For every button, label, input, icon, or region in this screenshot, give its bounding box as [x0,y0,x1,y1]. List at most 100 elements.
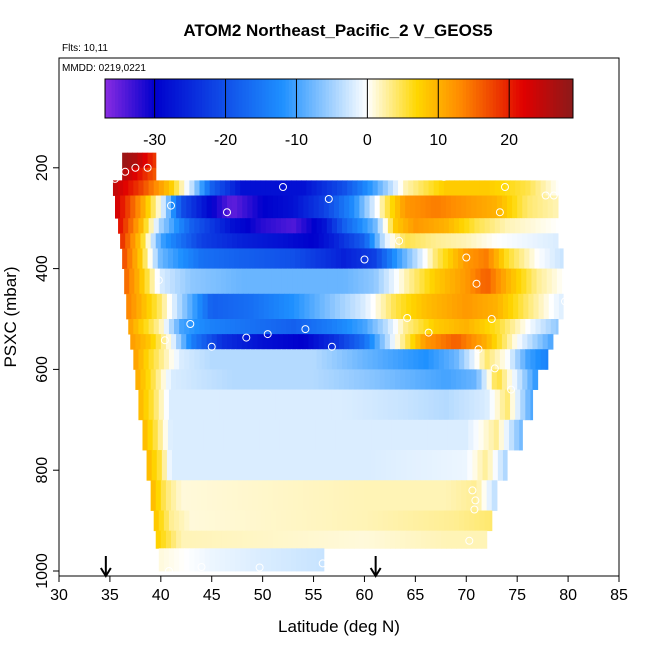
heat-cell-b8 [268,293,275,320]
heat-cell-b7 [241,268,247,295]
heat-cell-b15 [477,450,484,481]
heat-cell-b10 [221,334,228,350]
plot-frame [58,57,620,577]
heat-cell-b10 [496,334,503,350]
heat-cell-b16 [369,480,376,511]
heat-cell-b19 [240,548,246,572]
heat-cell-b16 [410,480,416,511]
heat-cell-b14 [249,419,256,451]
heat-cell-b16 [435,480,442,511]
heat-cell-b3 [232,195,238,219]
heat-cell-b8 [508,293,514,320]
heat-cell-b4 [235,218,241,234]
heat-cell-b4 [535,218,542,234]
heat-cell-b2 [133,180,140,196]
heat-cell-b6 [290,248,296,269]
y-tick-label: 1000 [34,553,51,589]
heat-cell-b13 [219,389,226,421]
heat-cell-b18 [451,530,457,549]
colorbar-swatch [208,79,213,118]
heat-cell-b2 [392,180,399,196]
colorbar-swatch [141,79,146,118]
heat-cell-b5 [537,233,544,249]
heat-cell-b3 [298,195,304,219]
heat-cell-b3 [420,195,427,219]
colorbar-tick-label: 20 [500,132,518,149]
heat-cell-b15 [370,450,377,481]
heat-cell-b4 [311,218,318,234]
heat-cell-b15 [207,450,214,481]
heat-cell-b15 [426,450,433,481]
heat-cell-b2 [367,180,374,196]
heat-cell-b13 [433,389,440,421]
heat-cell-b16 [491,480,498,511]
heat-cell-b15 [467,450,473,481]
heat-cell-b13 [240,389,246,421]
heat-cell-b19 [219,548,226,572]
heat-cell-b15 [278,450,285,481]
heat-cell-b3 [532,195,539,219]
heat-cell-b16 [328,480,335,511]
heat-cell-b12 [160,369,167,390]
heat-cell-b17 [392,510,399,532]
heat-cell-b8 [243,293,249,320]
heat-cell-b3 [181,195,187,219]
heat-cell-b9 [392,319,399,335]
heat-cell-b14 [402,419,408,451]
heat-cell-b7 [159,268,166,295]
heat-cell-b2 [469,180,476,196]
heat-cell-b11 [525,349,532,370]
heat-cell-b2 [545,180,552,196]
heat-cell-b6 [183,248,189,269]
heat-cell-b12 [308,369,315,390]
heat-cell-b12 [206,369,213,390]
heat-cell-b8 [416,293,423,320]
heat-cell-b16 [216,480,223,511]
colorbar-swatch [138,79,143,118]
heat-cell-b3 [242,195,248,219]
sample-marker [197,563,206,571]
heat-cell-b4 [555,218,559,234]
heat-cell-b9 [438,319,445,335]
heat-cell-b14 [157,419,164,451]
heat-cell-b15 [406,450,412,481]
heat-cell-b16 [252,480,259,511]
heat-cell-b4 [179,218,185,234]
colorbar-swatch [422,79,427,118]
heat-cell-b5 [181,233,187,249]
y-tick-label: 800 [34,457,51,484]
heat-cell-b10 [476,334,483,350]
heat-cell-b2 [342,180,348,196]
heat-cell-b5 [313,233,320,249]
heat-cell-b14 [422,419,429,451]
heat-cell-b7 [302,268,309,295]
heat-cell-b18 [247,530,254,549]
heat-cell-b10 [130,334,136,350]
heat-cell-b9 [204,319,211,335]
heat-cell-b17 [174,510,180,532]
heat-cell-b4 [347,218,353,234]
heat-cell-b2 [301,180,308,196]
heat-cell-b11 [291,349,297,370]
heat-cell-b2 [474,180,481,196]
heat-cell-b10 [389,334,396,350]
colorbar-swatch [158,79,163,118]
heat-cell-b10 [165,334,172,350]
sample-marker [424,328,433,337]
heat-cell-b14 [412,419,418,451]
heat-cell-b3 [303,195,310,219]
heat-cell-b8 [452,293,458,320]
heat-cell-b1 [137,167,144,181]
heat-cell-b3 [262,195,269,219]
colorbar-swatch [255,79,260,118]
heat-cell-b3 [451,195,457,219]
heat-cell-b11 [499,349,506,370]
heat-cell-b5 [359,233,366,249]
sample-marker [403,314,412,322]
x-tick-label: 70 [457,587,475,604]
heat-cell-b2 [138,180,145,196]
heat-cell-b15 [187,450,193,481]
heat-cell-b4 [382,218,389,234]
heat-cell-b7 [393,268,400,295]
heat-cell-b16 [451,480,457,511]
